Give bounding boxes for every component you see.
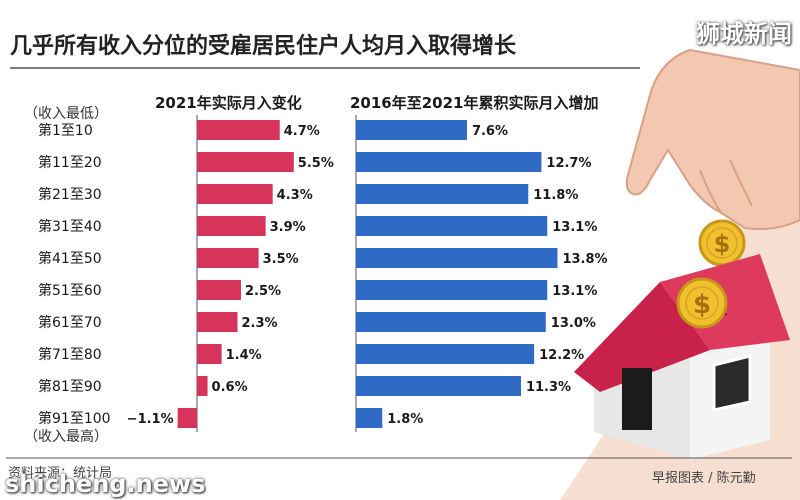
- bar-2021: [197, 376, 208, 396]
- bar-2016-2021: [356, 152, 542, 172]
- svg-text:$: $: [693, 290, 711, 320]
- category-label: 第61至70: [38, 314, 102, 331]
- data-label-2021: 4.3%: [277, 188, 313, 203]
- site-watermark: shicheng.news: [5, 470, 206, 498]
- data-label-2021: 0.6%: [212, 380, 248, 395]
- bar-2021: [197, 120, 280, 140]
- category-label: 第51至60: [38, 282, 102, 299]
- annotation-highest-income: （收入最高）: [24, 429, 108, 445]
- bar-2016-2021: [356, 120, 467, 140]
- data-label-2016-2021: 13.1%: [552, 284, 597, 299]
- data-label-2016-2021: 13.1%: [552, 220, 597, 235]
- data-label-2016-2021: 13.0%: [551, 316, 596, 331]
- bar-2016-2021: [356, 248, 558, 268]
- bar-2021: [197, 216, 266, 236]
- bar-2016-2021: [356, 376, 521, 396]
- category-label: 第31至40: [38, 218, 102, 235]
- house-icon: [574, 254, 790, 460]
- data-label-2021: 2.5%: [245, 284, 281, 299]
- bar-2016-2021: [356, 344, 535, 364]
- data-label-2021: 5.5%: [298, 156, 334, 171]
- bar-2021: [197, 184, 273, 204]
- data-label-2016-2021: 12.7%: [546, 156, 591, 171]
- bar-2016-2021: [356, 280, 548, 300]
- bar-2016-2021: [356, 312, 546, 332]
- bar-2016-2021: [356, 216, 548, 236]
- data-label-2021: 4.7%: [284, 124, 320, 139]
- data-label-2016-2021: 11.3%: [526, 380, 571, 395]
- data-label-2021: 3.9%: [270, 220, 306, 235]
- category-label: 第41至50: [38, 250, 102, 267]
- bar-2021: [197, 248, 259, 268]
- watermark-logo: 狮城新闻: [696, 20, 792, 48]
- chart-title: 几乎所有收入分位的受雇居民住户人均月入取得增长: [10, 34, 517, 59]
- credit-note: 早报图表 / 陈元勤: [652, 471, 756, 486]
- series-title-2016-2021: 2016年至2021年累积实际月入增加: [350, 94, 599, 112]
- bar-2021: [177, 408, 197, 428]
- annotation-lowest-income: （收入最低）: [24, 106, 108, 122]
- bar-2021: [197, 280, 241, 300]
- hand-fingers: [699, 159, 753, 215]
- data-label-2016-2021: 7.6%: [472, 124, 508, 139]
- bar-2016-2021: [356, 408, 383, 428]
- data-label-2021: 3.5%: [263, 252, 299, 267]
- bar-2021: [197, 152, 294, 172]
- svg-text:$: $: [714, 230, 731, 258]
- data-label-2016-2021: 13.8%: [562, 252, 607, 267]
- bar-2021: [197, 344, 222, 364]
- coin-icon: $: [676, 277, 728, 329]
- series-title-2021: 2021年实际月入变化: [155, 94, 302, 112]
- category-label: 第21至30: [38, 186, 102, 203]
- coin-icon: $: [698, 219, 746, 267]
- category-label: 第11至20: [38, 154, 102, 171]
- data-label-2021: 1.4%: [226, 348, 262, 363]
- bar-2016-2021: [356, 184, 529, 204]
- category-label: 第71至80: [38, 346, 102, 363]
- bar-2021: [197, 312, 238, 332]
- data-label-2016-2021: 1.8%: [387, 412, 423, 427]
- data-label-2016-2021: 12.2%: [539, 348, 584, 363]
- data-label-2021: 2.3%: [241, 316, 277, 331]
- category-label: 第1至10: [38, 122, 93, 139]
- chart-marks: 第1至10 4.7% 7.6% 第11至20 5.5% 12.7% 第21至30 4.3% 11…: [38, 120, 608, 428]
- data-label-2021: −1.1%: [127, 412, 174, 427]
- category-label: 第81至90: [38, 378, 102, 395]
- hand-illustration: [625, 48, 800, 230]
- source-note: 资料来源：统计局: [8, 466, 113, 481]
- category-label: 第91至100: [38, 410, 111, 427]
- data-label-2016-2021: 11.8%: [533, 188, 578, 203]
